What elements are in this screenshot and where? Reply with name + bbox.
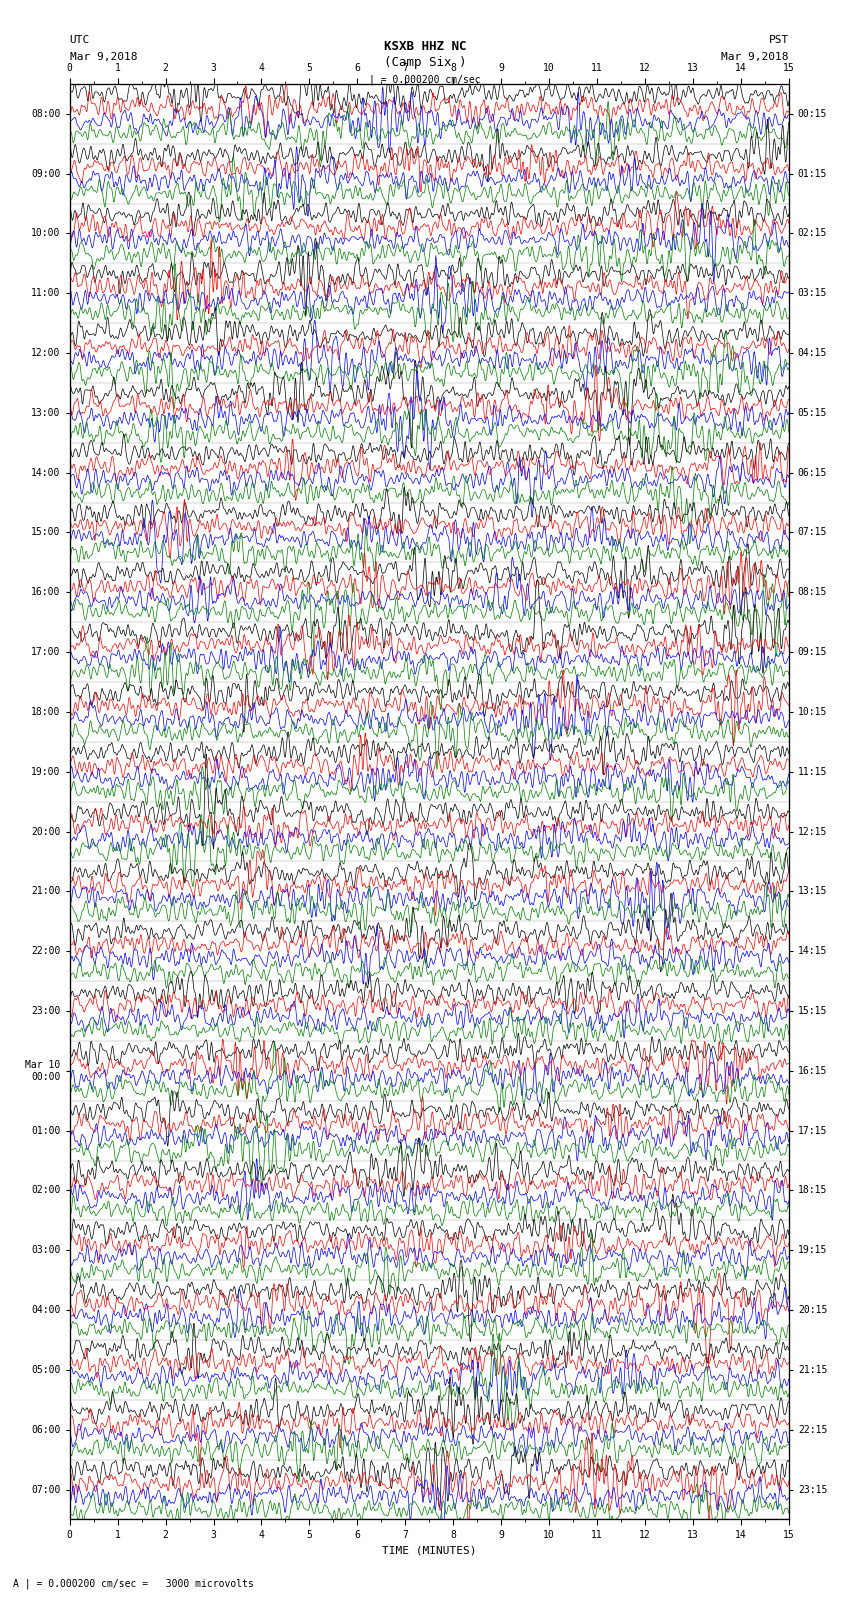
X-axis label: TIME (MINUTES): TIME (MINUTES) (382, 1545, 477, 1555)
Text: A | = 0.000200 cm/sec =   3000 microvolts: A | = 0.000200 cm/sec = 3000 microvolts (13, 1578, 253, 1589)
Text: KSXB HHZ NC: KSXB HHZ NC (383, 40, 467, 53)
Text: (Camp Six ): (Camp Six ) (383, 56, 467, 69)
Text: | = 0.000200 cm/sec: | = 0.000200 cm/sec (369, 74, 481, 85)
Text: Mar 9,2018: Mar 9,2018 (722, 52, 789, 61)
Text: UTC: UTC (70, 35, 90, 45)
Text: PST: PST (768, 35, 789, 45)
Text: Mar 9,2018: Mar 9,2018 (70, 52, 137, 61)
